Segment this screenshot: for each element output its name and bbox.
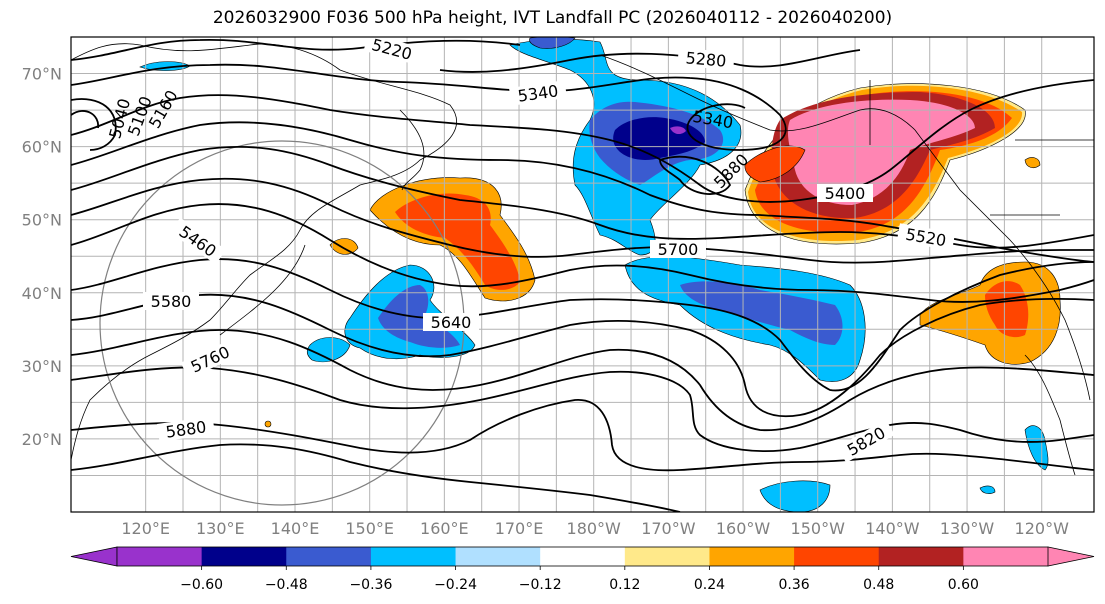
negative-anomaly-south-pacific-2 [979, 485, 996, 494]
negative-anomaly-west-pacific-south [306, 337, 351, 363]
map-frame [70, 36, 1095, 513]
negative-anomaly-mexico [1024, 425, 1049, 471]
contour-label: 5580 [151, 292, 192, 311]
positive-anomaly-west-us-red [985, 281, 1029, 338]
longitude-label: 170°E [495, 519, 544, 538]
colorbar-swatch [117, 547, 203, 566]
latitude-label: 20°N [22, 430, 62, 449]
colorbar-swatch [201, 547, 287, 566]
longitude-label: 120°W [1015, 519, 1070, 538]
colorbar-swatch [963, 547, 1049, 566]
positive-anomaly-west-pacific-small [329, 238, 359, 255]
coast-alaska [599, 54, 1091, 401]
colorbar-label: −0.12 [519, 577, 562, 593]
colorbar-swatch [540, 547, 626, 566]
coast-japan [219, 244, 306, 336]
contour-labels: 5220 5280 5340 5040 5100 5160 5460 5580 … [105, 37, 956, 463]
contour-label: 5640 [431, 313, 472, 332]
colorbar-swatch [624, 547, 710, 566]
longitude-labels: 120°E 130°E 140°E 150°E 160°E 170°E 180°W 170°W… [121, 519, 1069, 538]
latitude-label: 30°N [22, 357, 62, 376]
ivt-shading [264, 83, 1061, 428]
latitude-label: 40°N [22, 284, 62, 303]
longitude-label: 150°W [791, 519, 846, 538]
negative-anomaly-south-pacific [759, 480, 831, 512]
longitude-label: 130°E [196, 519, 245, 538]
colorbar-label: 0.60 [948, 577, 979, 593]
coastlines [71, 43, 1094, 476]
graticule [71, 37, 1094, 512]
colorbar-label: 0.24 [694, 577, 725, 593]
positive-anomaly-west-pacific-red [395, 193, 520, 290]
longitude-label: 120°E [121, 519, 170, 538]
colorbar: −0.60 −0.48 −0.36 −0.24 −0.12 0.12 0.24 0.36 0.4… [70, 546, 1095, 593]
colorbar-label: 0.12 [609, 577, 640, 593]
colorbar-label: −0.48 [265, 577, 308, 593]
positive-anomaly-dot [264, 420, 272, 428]
latitude-labels: 70°N 60°N 50°N 40°N 30°N 20°N [22, 65, 62, 449]
colorbar-over-triangle [1047, 546, 1095, 567]
colorbar-swatch [370, 547, 457, 566]
contour-label: 5700 [658, 240, 699, 259]
latitude-label: 50°N [22, 211, 62, 230]
colorbar-label: 0.36 [779, 577, 810, 593]
colorbar-swatch [794, 547, 880, 566]
longitude-label: 150°E [345, 519, 394, 538]
colorbar-swatch [709, 547, 795, 566]
coast-kamchatka [399, 109, 425, 191]
colorbar-label: −0.36 [349, 577, 392, 593]
longitude-label: 180°W [567, 519, 622, 538]
border-canada [869, 80, 1094, 216]
colorbar-swatch [286, 547, 372, 566]
positive-anomaly-west-us-small [1024, 157, 1041, 169]
colorbar-outline [116, 546, 1049, 567]
contour-label: 5280 [685, 48, 727, 70]
longitude-label: 140°W [865, 519, 920, 538]
colorbar-under-triangle [70, 546, 118, 567]
latitude-label: 60°N [22, 138, 62, 157]
latitude-label: 70°N [22, 65, 62, 84]
map-title: 2026032900 F036 500 hPa height, IVT Land… [212, 8, 893, 28]
positive-anomaly-alaska-coast [744, 145, 806, 183]
colorbar-label: −0.60 [180, 577, 223, 593]
colorbar-swatch [878, 547, 964, 566]
negative-anomaly-north-pacific-purple [670, 126, 686, 135]
contour-label: 5400 [825, 184, 866, 203]
colorbar-swatch [455, 547, 541, 566]
longitude-label: 170°W [641, 519, 696, 538]
colorbar-label: −0.24 [434, 577, 477, 593]
negative-anomaly-top [529, 37, 576, 49]
longitude-label: 130°W [940, 519, 995, 538]
colorbar-label: 0.48 [863, 577, 894, 593]
coast-asia [71, 43, 457, 461]
positive-anomaly-gulf-of-alaska-pink [787, 99, 975, 205]
longitude-label: 160°W [716, 519, 771, 538]
longitude-label: 160°E [420, 519, 469, 538]
longitude-label: 140°E [271, 519, 320, 538]
